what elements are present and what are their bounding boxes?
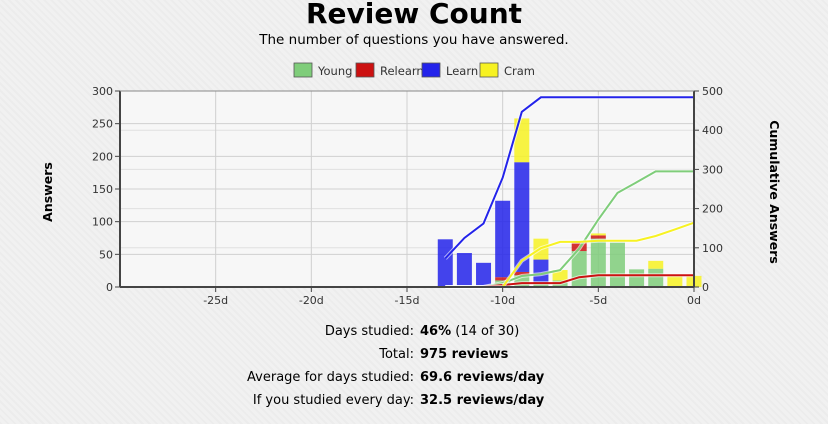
chart-subtitle: The number of questions you have answere… bbox=[259, 32, 569, 48]
y-tick-label: 150 bbox=[92, 183, 113, 196]
legend-swatch-relearn bbox=[355, 62, 375, 78]
bar-young bbox=[629, 269, 645, 287]
cumulative-line-learn bbox=[444, 96, 694, 260]
stat-label: If you studied every day: bbox=[252, 393, 414, 408]
stat-value: 975 reviews bbox=[420, 345, 508, 365]
legend-label-young: Young bbox=[317, 64, 352, 78]
bar-cram bbox=[552, 270, 568, 281]
bar-relearn bbox=[590, 235, 606, 239]
stat-row-days-studied: Days studied: 46% (14 of 30) bbox=[0, 322, 828, 342]
bar-learn bbox=[495, 200, 511, 278]
stat-value: 46% (14 of 30) bbox=[420, 322, 519, 342]
y2-tick-label: 0 bbox=[702, 281, 709, 294]
chart-title: Review Count bbox=[305, 0, 523, 30]
y2-tick-label: 400 bbox=[702, 124, 723, 137]
legend-label-cram: Cram bbox=[504, 64, 535, 78]
y-tick-label: 250 bbox=[92, 118, 113, 131]
bar-young bbox=[609, 242, 625, 287]
bar-learn bbox=[514, 162, 530, 272]
y-tick-label: 100 bbox=[92, 216, 113, 229]
bar-learn bbox=[437, 239, 453, 287]
x-tick-label: -20d bbox=[299, 294, 324, 307]
bar-learn bbox=[456, 253, 472, 287]
stat-row-total: Total: 975 reviews bbox=[0, 345, 828, 365]
stat-value: 32.5 reviews/day bbox=[420, 391, 544, 411]
y2-axis-title: Cumulative Answers bbox=[767, 120, 782, 264]
stat-label: Total: bbox=[379, 347, 414, 362]
y-tick-label: 300 bbox=[92, 85, 113, 98]
bar-relearn bbox=[514, 271, 530, 276]
x-tick-label: -5d bbox=[589, 294, 607, 307]
stat-label: Average for days studied: bbox=[247, 370, 414, 385]
y2-tick-label: 300 bbox=[702, 163, 723, 176]
legend-swatch-cram bbox=[479, 62, 499, 78]
y-tick-label: 0 bbox=[106, 281, 113, 294]
bar-cram bbox=[648, 260, 664, 269]
legend-label-relearn: Relearn bbox=[380, 64, 424, 78]
bar-learn bbox=[533, 259, 549, 284]
bar-learn bbox=[476, 262, 492, 287]
bar-young bbox=[648, 268, 664, 287]
stat-label: Days studied: bbox=[324, 324, 414, 339]
stat-row-average: Average for days studied: 69.6 reviews/d… bbox=[0, 368, 828, 388]
y-tick-label: 50 bbox=[99, 248, 113, 261]
stat-value-bold: 46% bbox=[420, 324, 452, 339]
stat-value-bold: 975 reviews bbox=[420, 347, 509, 362]
x-tick-label: 0d bbox=[687, 294, 701, 307]
y2-tick-label: 100 bbox=[702, 242, 723, 255]
legend-swatch-learn bbox=[421, 62, 441, 78]
y2-tick-label: 500 bbox=[702, 85, 723, 98]
legend-label-learn: Learn bbox=[446, 64, 478, 78]
x-tick-label: -10d bbox=[490, 294, 515, 307]
stat-value-rest: (14 of 30) bbox=[451, 324, 520, 339]
stat-value-bold: 32.5 reviews/day bbox=[420, 393, 545, 408]
stat-value-bold: 69.6 reviews/day bbox=[420, 370, 545, 385]
stat-row-every-day: If you studied every day: 32.5 reviews/d… bbox=[0, 391, 828, 411]
legend-swatch-young bbox=[293, 62, 313, 78]
y-tick-label: 200 bbox=[92, 150, 113, 163]
y2-tick-label: 200 bbox=[702, 203, 723, 216]
stat-value: 69.6 reviews/day bbox=[420, 368, 544, 388]
bar-cram bbox=[667, 275, 683, 287]
y-axis-title: Answers bbox=[40, 162, 55, 222]
x-tick-label: -15d bbox=[395, 294, 420, 307]
bar-cram bbox=[590, 233, 606, 236]
bar-relearn bbox=[495, 277, 511, 281]
bar-young bbox=[533, 283, 549, 287]
bar-young bbox=[590, 238, 606, 287]
review-count-chart: 0 50 100 150 200 250 300 0 100 200 300 400 500 -25d -2… bbox=[40, 62, 782, 307]
x-tick-label: -25d bbox=[203, 294, 228, 307]
